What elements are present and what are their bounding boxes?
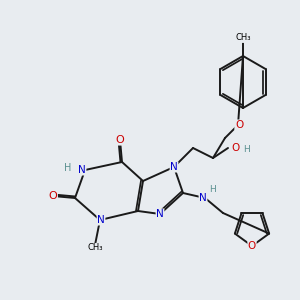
Text: O: O: [49, 191, 57, 201]
Text: N: N: [170, 162, 178, 172]
Text: N: N: [97, 215, 105, 225]
Text: CH₃: CH₃: [235, 34, 251, 43]
Text: O: O: [232, 143, 240, 153]
Text: O: O: [248, 241, 256, 251]
Text: N: N: [78, 165, 86, 175]
Text: O: O: [116, 135, 124, 145]
Text: CH₃: CH₃: [87, 244, 103, 253]
Text: N: N: [156, 209, 164, 219]
Text: O: O: [235, 120, 243, 130]
Text: H: H: [64, 163, 72, 173]
Text: H: H: [244, 145, 250, 154]
Text: N: N: [199, 193, 207, 203]
Text: H: H: [208, 185, 215, 194]
